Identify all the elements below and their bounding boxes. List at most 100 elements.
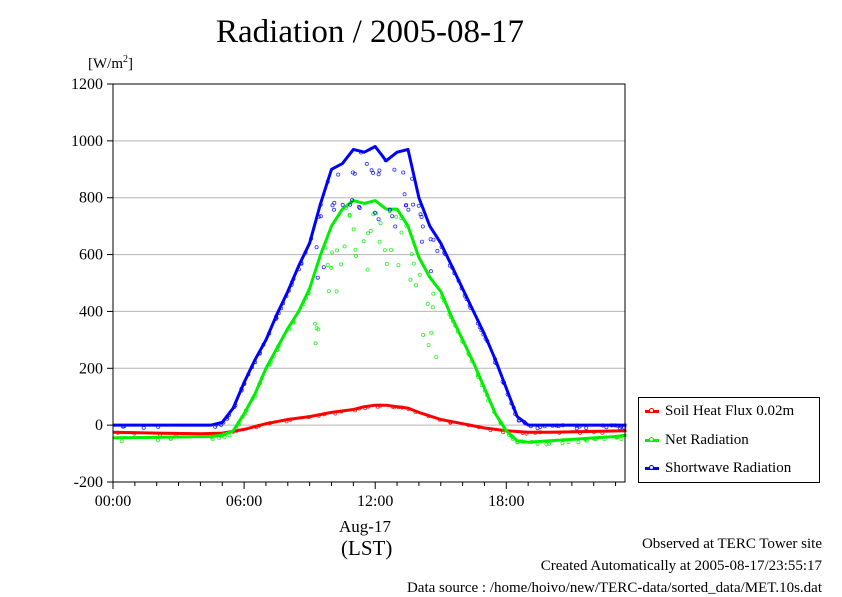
- sample-point: [291, 276, 296, 281]
- sample-point: [250, 396, 255, 401]
- sample-point: [224, 415, 229, 420]
- x-axis-label: (LST): [341, 536, 393, 560]
- y-tick-label: 1000: [71, 133, 103, 150]
- sample-point: [325, 262, 330, 267]
- sample-point: [331, 207, 336, 212]
- sample-point: [239, 386, 244, 391]
- sample-point: [413, 283, 418, 288]
- sample-point: [156, 424, 161, 429]
- sample-point: [511, 405, 516, 410]
- sample-point: [350, 198, 355, 203]
- sample-point: [368, 228, 373, 233]
- sample-point: [370, 170, 375, 175]
- sample-point: [548, 439, 553, 444]
- y-tick-label: 600: [79, 247, 103, 264]
- sample-point: [476, 425, 481, 430]
- sample-point: [524, 431, 529, 436]
- sample-point: [520, 439, 525, 444]
- sample-point: [428, 269, 433, 274]
- grid-lines: [113, 140, 625, 426]
- sample-point: [554, 423, 559, 428]
- sample-point: [291, 318, 296, 323]
- sample-point: [119, 439, 124, 444]
- sample-point: [258, 381, 263, 386]
- sample-point: [576, 440, 581, 445]
- sample-point: [584, 426, 589, 431]
- sample-point: [334, 289, 339, 294]
- sample-point: [343, 205, 348, 210]
- sample-point: [168, 436, 173, 441]
- date-label: Aug-17: [339, 517, 391, 536]
- sample-point: [604, 425, 609, 430]
- sample-point: [453, 323, 458, 328]
- sample-point: [275, 347, 280, 352]
- sample-point: [330, 250, 335, 255]
- sample-point: [502, 380, 507, 385]
- sample-point: [431, 291, 436, 296]
- sample-point: [286, 288, 291, 293]
- sample-point: [389, 247, 394, 252]
- sample-point: [364, 161, 369, 166]
- legend: Soil Heat Flux 0.02m Net Radiation Short…: [638, 397, 820, 483]
- sample-point: [382, 248, 387, 253]
- sample-point: [329, 265, 334, 270]
- sample-point: [234, 425, 239, 430]
- sample-point: [529, 439, 534, 444]
- sample-point: [313, 321, 318, 326]
- sample-point: [318, 202, 323, 207]
- legend-label: Shortwave Radiation: [665, 459, 792, 476]
- sample-point: [325, 179, 330, 184]
- sample-point: [485, 339, 490, 344]
- axis-ticks: -200 0 200 400 600 800 1000 1200 00:00 06:00 12:00…: [71, 76, 617, 510]
- sample-point: [450, 319, 455, 324]
- chart-title: Radiation / 2005-08-17: [216, 14, 524, 50]
- sample-point: [155, 438, 160, 443]
- y-tick-label: 1200: [71, 76, 103, 93]
- sample-point: [408, 277, 413, 282]
- sample-point: [316, 413, 321, 418]
- sample-point: [309, 236, 314, 241]
- legend-item-soil-heat-flux: Soil Heat Flux 0.02m: [645, 400, 794, 422]
- sample-point: [357, 205, 362, 210]
- sample-point: [334, 248, 339, 253]
- legend-swatch-green: [645, 436, 659, 442]
- sample-point: [411, 261, 416, 266]
- sample-point: [274, 314, 279, 319]
- sample-point: [284, 293, 289, 298]
- sample-point: [351, 227, 356, 232]
- sample-point: [377, 168, 382, 173]
- sample-point: [516, 439, 521, 444]
- sample-point: [336, 172, 341, 177]
- sample-point: [267, 421, 272, 426]
- sample-point: [439, 244, 444, 249]
- sample-point: [477, 325, 482, 330]
- sample-point: [321, 265, 326, 270]
- sample-point: [429, 330, 434, 335]
- sample-point: [376, 172, 381, 177]
- sample-point: [316, 214, 321, 219]
- sample-point: [578, 430, 583, 435]
- sample-point: [289, 280, 294, 285]
- sample-point: [210, 436, 215, 441]
- sample-point: [363, 406, 368, 411]
- sample-point: [440, 295, 445, 300]
- sample-point: [259, 376, 264, 381]
- sample-point: [214, 422, 219, 427]
- sample-point: [600, 423, 605, 428]
- sample-point: [464, 296, 469, 301]
- sample-point: [271, 354, 276, 359]
- sample-point: [522, 439, 527, 444]
- sample-point: [315, 275, 320, 280]
- sample-point: [392, 405, 397, 410]
- sample-point: [413, 410, 418, 415]
- sample-point: [447, 312, 452, 317]
- sample-point: [461, 340, 466, 345]
- sample-point: [353, 247, 358, 252]
- sample-point: [284, 419, 289, 424]
- sample-point: [557, 430, 562, 435]
- sample-point: [401, 170, 406, 175]
- sample-point: [267, 331, 272, 336]
- sample-point: [417, 272, 422, 277]
- sample-point: [406, 207, 411, 212]
- sample-point: [462, 293, 467, 298]
